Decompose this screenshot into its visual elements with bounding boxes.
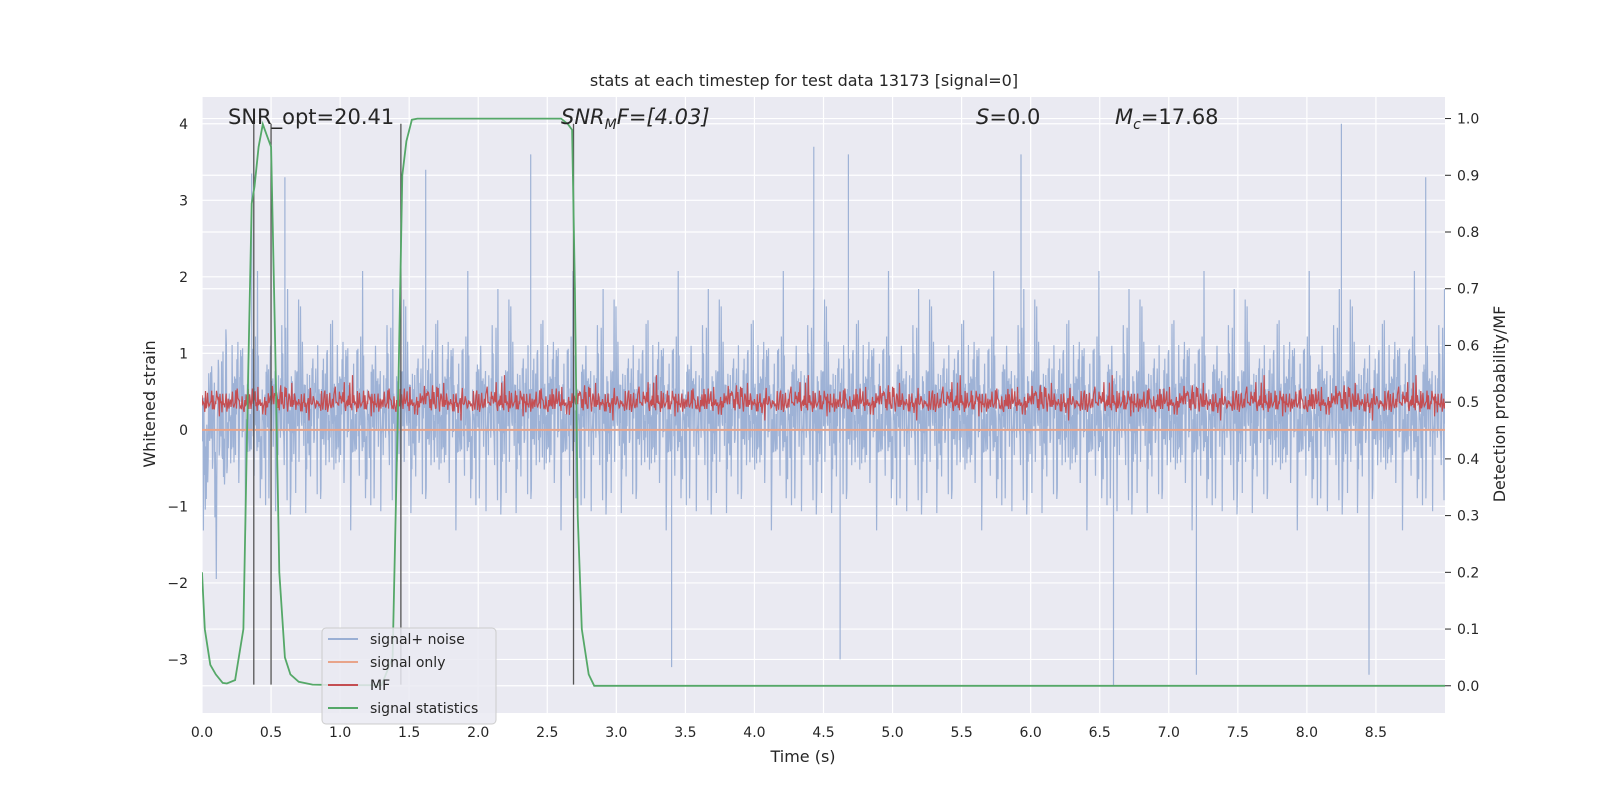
y-tick-label-right: 0.0 <box>1457 679 1479 695</box>
annotation-mc: Mc=17.68 <box>1115 105 1219 133</box>
y-tick-label-left: 3 <box>179 193 188 209</box>
x-tick-label: 7.0 <box>1158 725 1180 741</box>
y-tick-label-right: 1.0 <box>1457 112 1479 128</box>
y-tick-label-left: 2 <box>179 270 188 286</box>
x-tick-label: 8.5 <box>1365 725 1387 741</box>
y-tick-label-left: −3 <box>167 652 188 668</box>
legend-label: signal+ noise <box>370 632 465 648</box>
legend-label: MF <box>370 678 390 694</box>
chart-title: stats at each timestep for test data 131… <box>590 71 1018 90</box>
x-tick-label: 3.5 <box>674 725 696 741</box>
y-tick-label-right: 0.8 <box>1457 225 1479 241</box>
series-mf <box>202 375 1445 421</box>
x-tick-label: 5.5 <box>950 725 972 741</box>
x-tick-label: 7.5 <box>1227 725 1249 741</box>
legend-box <box>321 627 497 725</box>
y-ticks-left: −3 −2 −1 0 1 2 3 4 <box>167 117 188 669</box>
x-tick-label: 1.5 <box>398 725 420 741</box>
y-axis-label-left: Whitened strain <box>140 340 159 467</box>
legend-label: signal only <box>370 655 445 671</box>
x-tick-label: 2.0 <box>467 725 489 741</box>
series-signal-noise <box>202 123 1445 687</box>
legend: signal+ noise signal only MF signal statist… <box>321 627 497 725</box>
annotation-s: S=0.0 <box>976 105 1040 129</box>
y-tick-label-left: −2 <box>167 576 188 592</box>
x-tick-label: 8.0 <box>1296 725 1318 741</box>
x-tick-label: 0.0 <box>191 725 213 741</box>
x-ticks: 0.0 0.5 1.0 1.5 2.0 2.5 3.0 3.5 4.0 4.5 5.0 5.5 6.0 6… <box>191 725 1387 741</box>
y-tick-label-left: 1 <box>179 346 188 362</box>
x-tick-label: 6.5 <box>1089 725 1111 741</box>
legend-label: signal statistics <box>370 701 478 717</box>
y-tick-label-right: 0.1 <box>1457 622 1479 638</box>
y-axis-label-right: Detection probability/MF <box>1490 306 1509 503</box>
y-tick-label-right: 0.6 <box>1457 338 1479 354</box>
x-tick-label: 1.0 <box>329 725 351 741</box>
series-signal-statistics <box>202 117 1445 687</box>
x-tick-label: 4.0 <box>743 725 765 741</box>
y-tick-label-right: 0.4 <box>1457 452 1479 468</box>
x-tick-label: 0.5 <box>260 725 282 741</box>
y-tick-label-right: 0.7 <box>1457 282 1479 298</box>
x-tick-label: 3.0 <box>605 725 627 741</box>
y-tick-label-right: 0.2 <box>1457 565 1479 581</box>
y-tick-label-right: 0.9 <box>1457 168 1479 184</box>
x-tick-label: 6.0 <box>1020 725 1042 741</box>
x-axis-label: Time (s) <box>769 747 835 766</box>
y-tick-label-right: 0.5 <box>1457 395 1479 411</box>
x-tick-label: 2.5 <box>536 725 558 741</box>
y-tick-label-right: 0.3 <box>1457 509 1479 525</box>
y-ticks-right: 0.0 0.1 0.2 0.3 0.4 0.5 0.6 0.7 0.8 0.9 1.0 <box>1445 112 1479 695</box>
y-tick-label-left: 4 <box>179 117 188 133</box>
y-tick-label-left: 0 <box>179 423 188 439</box>
x-tick-label: 5.0 <box>881 725 903 741</box>
annotation-snr-mf: SNRMF=[4.03] <box>561 105 710 133</box>
x-tick-label: 4.5 <box>812 725 834 741</box>
annotation-snr-opt: SNR_opt=20.41 <box>228 105 394 130</box>
y-tick-label-left: −1 <box>167 499 188 515</box>
